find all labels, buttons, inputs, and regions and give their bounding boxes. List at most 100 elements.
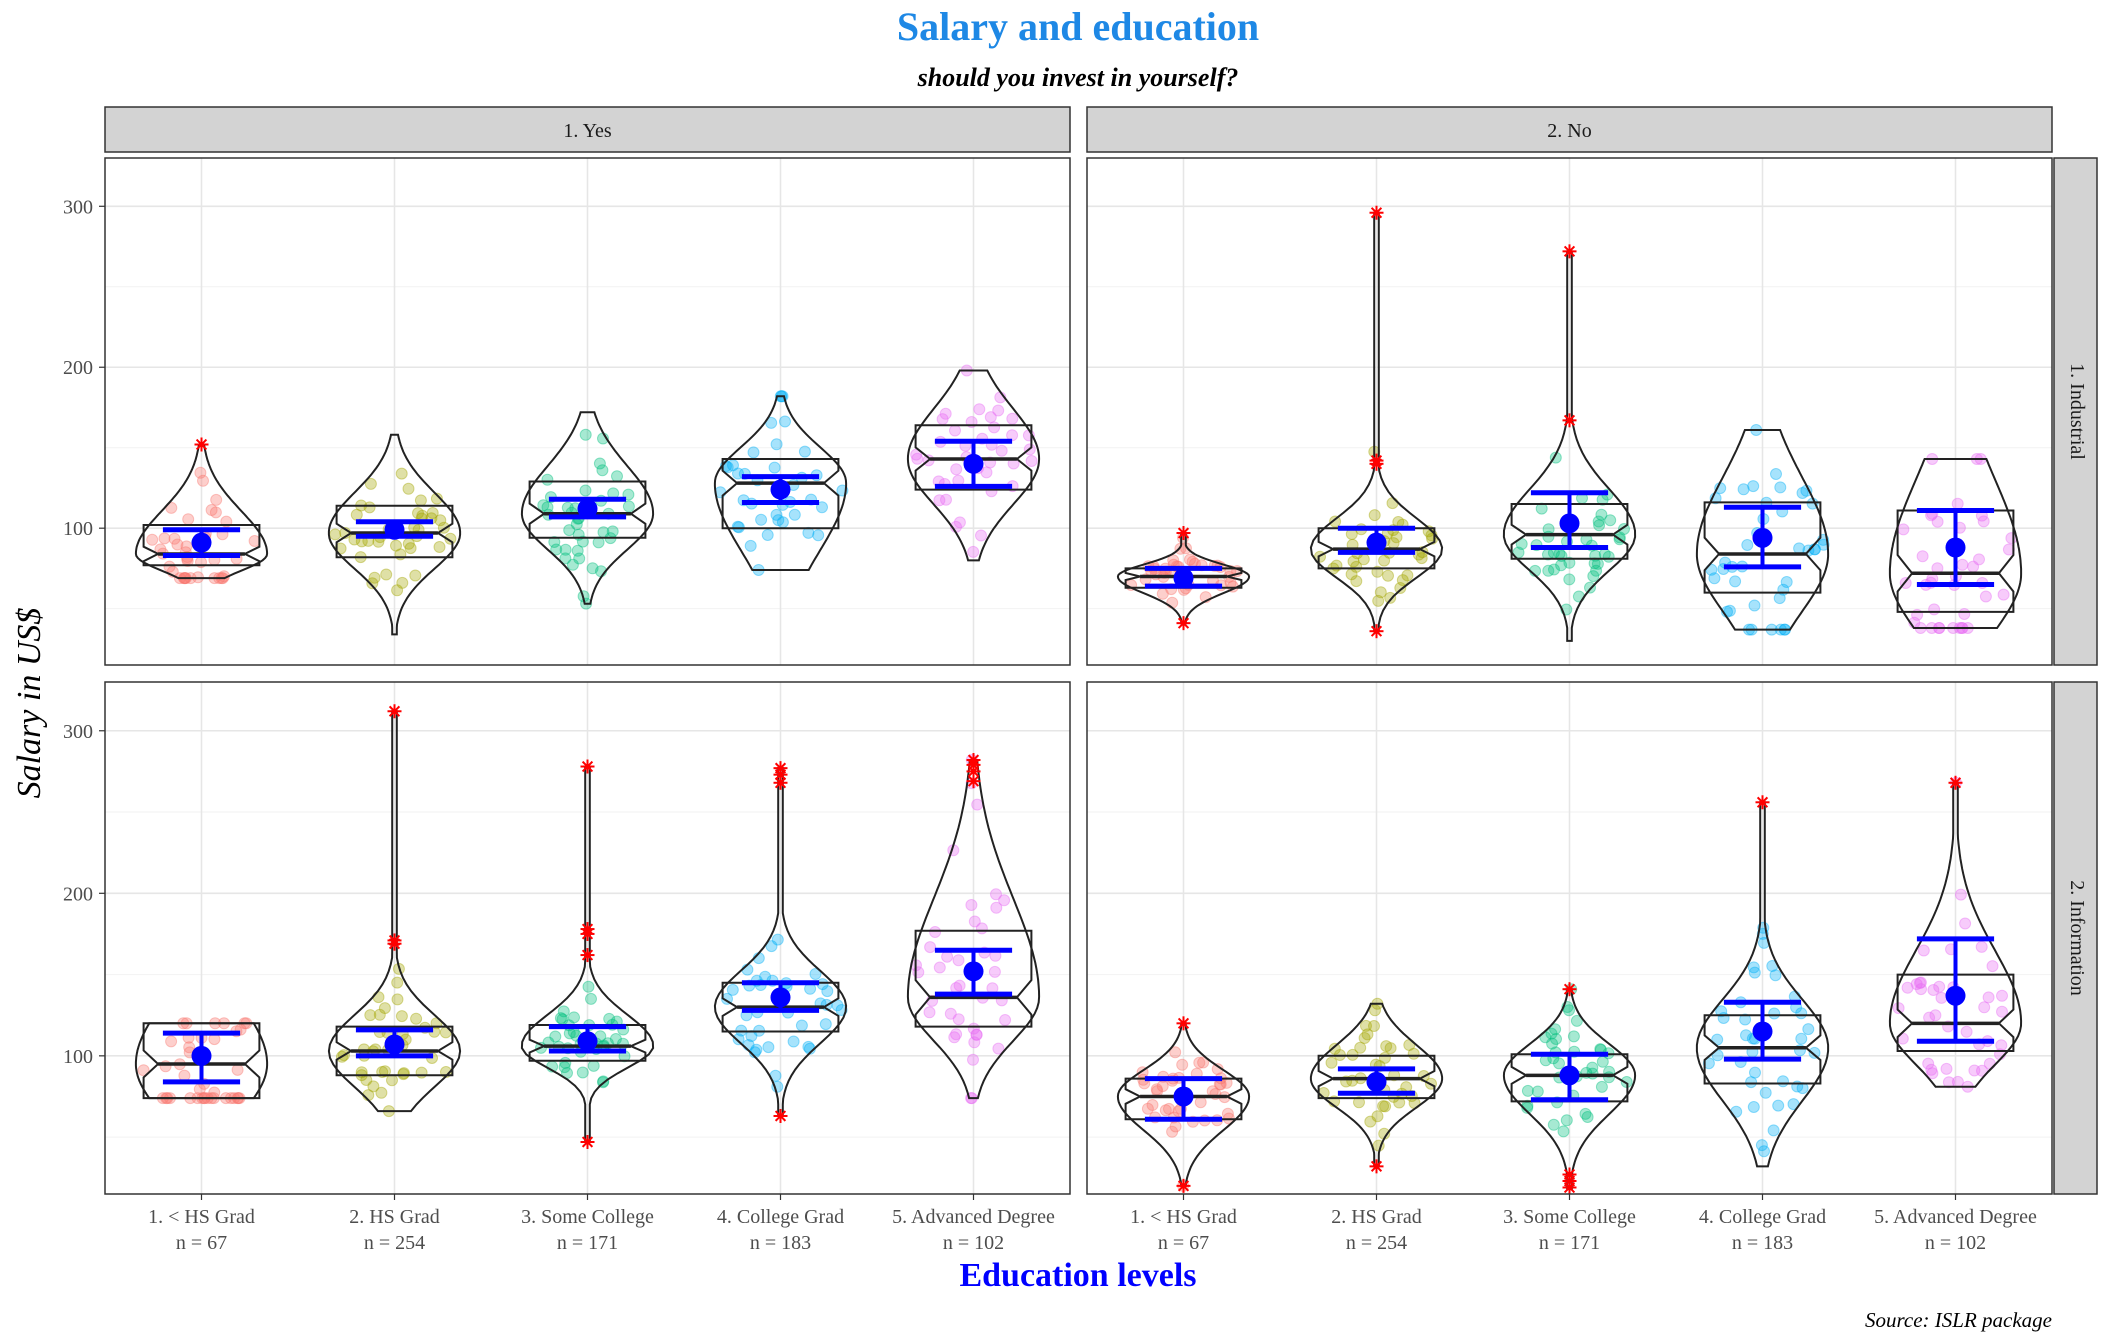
mean-point [191, 1045, 212, 1066]
data-point [402, 482, 415, 495]
group-5-advanced-degree [906, 364, 1041, 562]
data-point [762, 1041, 775, 1054]
group-2-hs-grad [327, 704, 462, 1118]
violin-outline [327, 433, 462, 636]
data-point [950, 463, 963, 476]
data-point [1715, 1005, 1728, 1018]
data-point [1377, 1100, 1390, 1113]
data-point [744, 539, 757, 552]
data-point [168, 532, 181, 545]
y-tick-label: 200 [63, 883, 93, 905]
y-tick-label: 100 [63, 1046, 93, 1068]
data-point [912, 966, 925, 979]
data-point [1976, 1064, 1988, 1077]
data-point [1933, 980, 1946, 993]
data-point [541, 501, 554, 514]
col-strip-2-no [1086, 106, 2053, 153]
data-point [1557, 1125, 1570, 1138]
data-point [430, 492, 443, 505]
mean-point [1366, 532, 1387, 553]
group-2-hs-grad [1309, 205, 1444, 639]
data-point [1581, 1111, 1594, 1123]
x-tick-label: 5. Advanced Degree [1874, 1206, 2037, 1228]
data-point [329, 528, 342, 541]
data-point [433, 541, 446, 553]
mean-point [770, 479, 791, 500]
data-point [1550, 1033, 1562, 1045]
data-point [1350, 575, 1363, 588]
data-point [1521, 1084, 1534, 1097]
data-point [1380, 1040, 1393, 1053]
panel-2-no-2-information [1086, 681, 2053, 1195]
x-tick-label: 1. < HS Grad [1130, 1206, 1237, 1228]
data-point [988, 965, 1001, 978]
data-point [1708, 572, 1721, 585]
data-point [378, 1002, 391, 1015]
mean-point [577, 1031, 598, 1052]
box-notched [1703, 1014, 1822, 1085]
data-point [950, 1028, 963, 1041]
data-point [368, 571, 381, 584]
data-point [363, 501, 376, 514]
data-point [949, 424, 961, 437]
data-point [1396, 574, 1409, 587]
box-notched [142, 1022, 261, 1100]
data-point [1747, 480, 1760, 493]
data-point [563, 524, 576, 537]
data-point [1997, 588, 2010, 601]
mean-point [963, 961, 984, 982]
group-4-college-grad [713, 761, 848, 1123]
violin-outline [520, 411, 655, 605]
box-notched [1510, 503, 1629, 560]
data-point [973, 403, 986, 416]
data-point [984, 411, 997, 424]
outlier-point [1369, 1159, 1384, 1174]
data-point [1350, 560, 1363, 573]
data-point [541, 473, 554, 486]
violin-outline [1888, 458, 2023, 629]
data-point [1586, 1061, 1599, 1074]
x-tick-label: 1. < HS Grad [148, 1206, 255, 1228]
data-point [1386, 497, 1399, 510]
x-tick-count: n = 171 [557, 1232, 618, 1254]
data-point [1595, 1080, 1608, 1093]
data-point [1595, 508, 1608, 521]
data-point [941, 950, 954, 963]
data-point [1193, 1056, 1206, 1069]
x-tick-count: n = 254 [1346, 1232, 1407, 1254]
group-2-hs-grad [1309, 997, 1444, 1174]
data-point [929, 926, 942, 938]
data-point [731, 520, 744, 533]
box-notched [1317, 527, 1436, 570]
data-point [367, 1080, 380, 1093]
data-point [1547, 1118, 1560, 1131]
data-point [1977, 515, 1990, 528]
x-tick-label: 2. HS Grad [1331, 1206, 1422, 1228]
data-point [980, 466, 993, 479]
data-point [554, 1012, 567, 1025]
x-tick-count: n = 102 [943, 1232, 1004, 1254]
outlier-point [1948, 775, 1963, 790]
outlier-point [580, 759, 595, 774]
panel-1-yes-2-information [104, 681, 1071, 1195]
outlier-point [1369, 453, 1384, 468]
mean-point [577, 498, 598, 519]
data-point [576, 1066, 589, 1079]
data-point [391, 584, 404, 597]
data-point [1996, 1005, 2008, 1018]
data-point [732, 467, 744, 480]
data-point [1755, 1139, 1768, 1152]
mean-point [770, 987, 791, 1008]
mean-point [1945, 537, 1966, 558]
data-point [953, 979, 966, 992]
data-point [1808, 1046, 1821, 1059]
mean-point [384, 1034, 405, 1055]
data-point [391, 993, 404, 1006]
data-point [559, 1056, 572, 1069]
data-point [1759, 1086, 1772, 1099]
data-point [809, 968, 822, 980]
data-point [1372, 594, 1385, 607]
data-point [1740, 1029, 1752, 1042]
data-point [390, 539, 402, 552]
